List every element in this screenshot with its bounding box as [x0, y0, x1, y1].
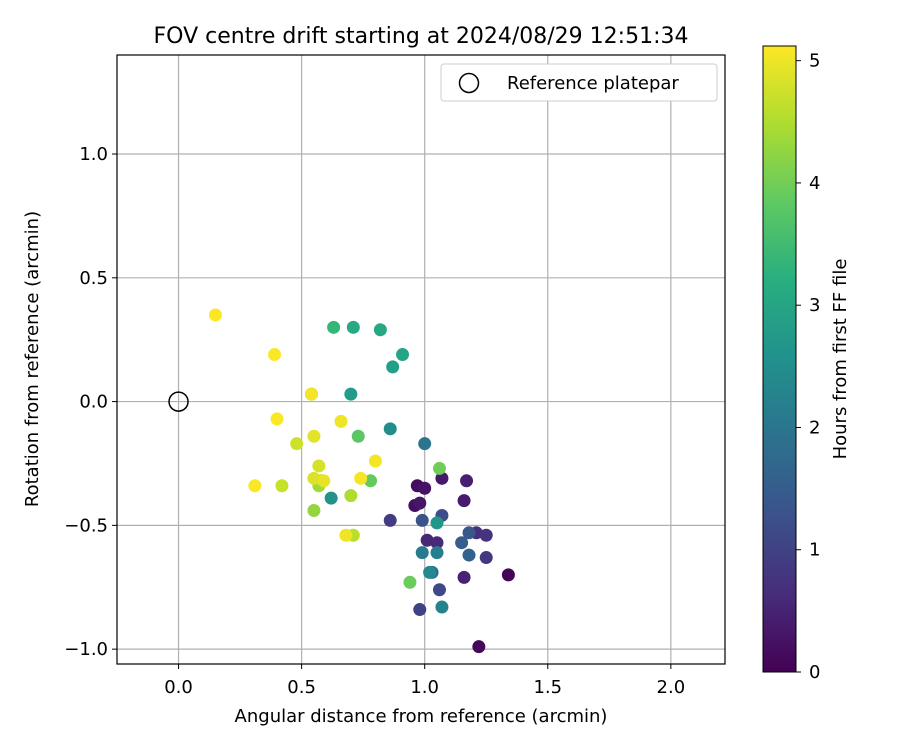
legend: Reference platepar: [440, 63, 718, 102]
y-axis-label: Rotation from reference (arcmin): [22, 211, 43, 507]
data-point: [354, 471, 368, 485]
legend-entry-reference-platepar: Reference platepar: [507, 73, 679, 94]
colorbar-label: Hours from first FF file: [830, 259, 851, 460]
colorbar-tick-label: 2: [809, 417, 820, 438]
data-point: [346, 320, 360, 334]
data-point: [307, 504, 321, 518]
data-point: [270, 412, 284, 426]
reference-platepar-marker: [168, 391, 189, 412]
data-point: [462, 548, 476, 562]
data-point: [423, 565, 437, 579]
data-point: [334, 414, 348, 428]
x-axis-label: Angular distance from reference (arcmin): [235, 706, 608, 727]
data-point: [457, 494, 471, 508]
colorbar-tick-label: 0: [809, 662, 820, 683]
data-point: [479, 551, 493, 565]
y-tick-label: 0.5: [79, 268, 108, 289]
plot-frame: [116, 54, 726, 665]
data-point: [364, 474, 378, 488]
data-point: [418, 481, 432, 495]
y-axis-ticks: 1.0 0.5 0.0 −0.5 −1.0: [64, 144, 117, 660]
data-point: [457, 570, 471, 584]
scatter-points: [208, 308, 515, 654]
data-point: [275, 479, 289, 493]
data-point: [373, 323, 387, 337]
colorbar-tick-label: 5: [809, 51, 820, 72]
data-point: [290, 437, 304, 451]
data-point: [430, 546, 444, 560]
data-point: [351, 429, 365, 443]
data-point: [460, 474, 474, 488]
data-point: [304, 387, 318, 401]
data-point: [248, 479, 262, 493]
colorbar-tick-label: 1: [809, 540, 820, 561]
data-point: [432, 583, 446, 597]
data-point: [317, 474, 331, 488]
data-point: [307, 429, 321, 443]
data-point: [432, 461, 446, 475]
data-point: [430, 536, 444, 550]
colorbar-gradient: [762, 45, 797, 673]
data-point: [312, 459, 326, 473]
data-point: [307, 471, 321, 485]
data-point: [415, 513, 429, 527]
data-point: [420, 533, 434, 547]
data-point: [339, 528, 353, 542]
colorbar-ticks: 0 1 2 3 4 5: [796, 51, 820, 683]
y-tick-label: −1.0: [64, 639, 108, 660]
data-point: [368, 454, 382, 468]
data-point: [435, 600, 449, 614]
data-point: [415, 546, 429, 560]
y-tick-label: −0.5: [64, 515, 108, 536]
x-tick-label: 2.0: [657, 677, 686, 698]
data-point: [383, 513, 397, 527]
data-point: [413, 603, 427, 617]
colorbar-tick-label: 4: [809, 173, 820, 194]
data-point: [268, 348, 282, 362]
data-point: [344, 387, 358, 401]
colorbar-tick-label: 3: [809, 295, 820, 316]
y-tick-label: 0.0: [79, 392, 108, 413]
data-point: [479, 528, 493, 542]
data-point: [462, 526, 476, 540]
data-point: [418, 437, 432, 451]
x-tick-label: 1.5: [533, 677, 562, 698]
data-point: [455, 536, 469, 550]
data-point: [327, 320, 341, 334]
data-point: [472, 640, 486, 654]
x-tick-label: 1.0: [410, 677, 439, 698]
data-point: [383, 422, 397, 436]
legend-box: [440, 63, 718, 102]
data-point: [324, 491, 338, 505]
data-point: [396, 348, 410, 362]
data-point: [344, 489, 358, 503]
legend-marker: [458, 72, 480, 94]
data-point: [430, 516, 444, 530]
data-point: [208, 308, 222, 322]
data-point: [386, 360, 400, 374]
colorbar: 0 1 2 3 4 5 Hours from first FF file: [762, 45, 851, 683]
data-point: [413, 496, 427, 510]
data-point: [501, 568, 515, 582]
data-point: [435, 471, 449, 485]
chart-title: FOV centre drift starting at 2024/08/29 …: [154, 24, 689, 49]
data-point: [403, 575, 417, 589]
y-tick-label: 1.0: [79, 144, 108, 165]
x-tick-label: 0.5: [287, 677, 316, 698]
x-axis-ticks: 0.0 0.5 1.0 1.5 2.0: [164, 664, 685, 698]
grid-lines: [117, 55, 725, 664]
x-tick-label: 0.0: [164, 677, 193, 698]
